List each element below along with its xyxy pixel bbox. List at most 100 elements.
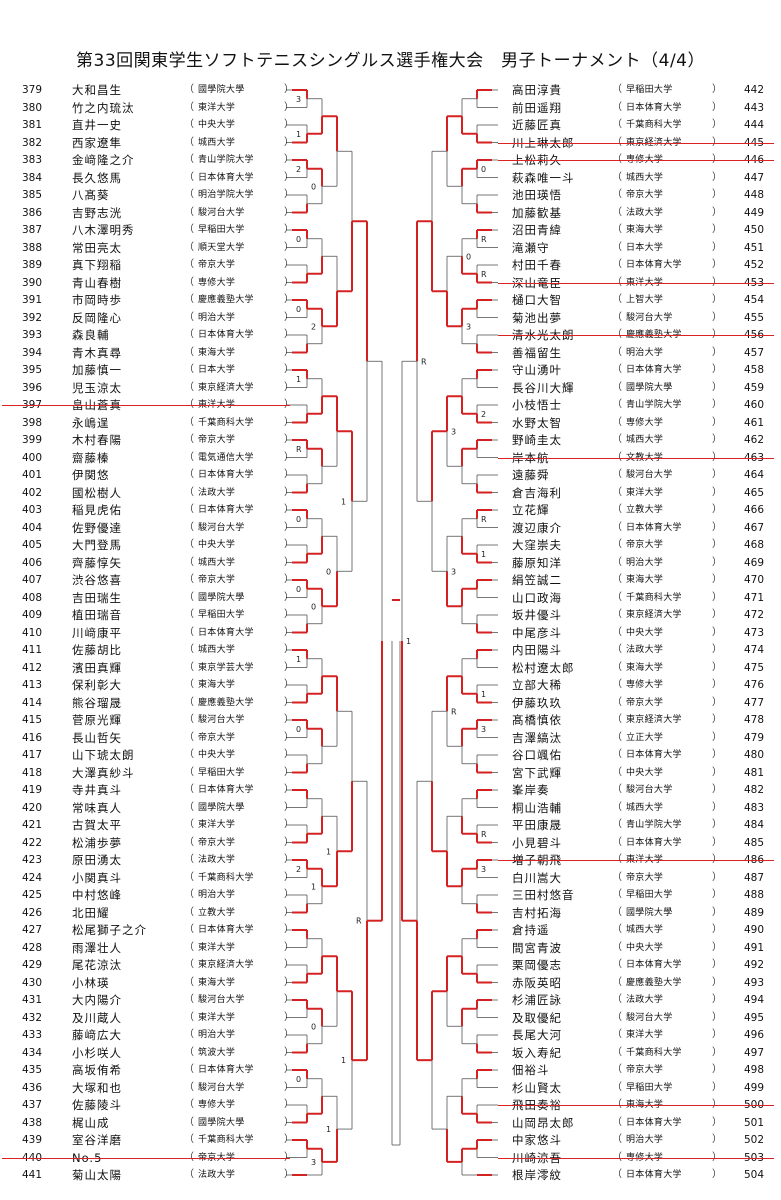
paren: （ bbox=[612, 661, 622, 673]
paren: ） bbox=[284, 329, 294, 340]
player-name: 倉吉海利 bbox=[512, 485, 562, 500]
player-name: 佐野優達 bbox=[72, 520, 122, 535]
player-number: 452 bbox=[744, 259, 765, 271]
player-name: 加藤慎一 bbox=[72, 363, 122, 377]
player-name: 菅原光輝 bbox=[72, 713, 122, 727]
player-number: 395 bbox=[22, 364, 43, 376]
player-name: 小枝悟士 bbox=[512, 398, 562, 412]
school-name: 日本体育大学 bbox=[198, 330, 254, 340]
paren: （ bbox=[184, 1134, 194, 1145]
paren: （ bbox=[612, 1064, 622, 1075]
paren: （ bbox=[184, 731, 194, 743]
school-name: 日本体育大学 bbox=[198, 1065, 254, 1075]
player-number: 478 bbox=[744, 714, 765, 726]
player-number: 430 bbox=[22, 976, 43, 989]
score-label: 1 bbox=[296, 655, 301, 664]
paren: （ bbox=[184, 364, 194, 375]
paren: ） bbox=[284, 556, 294, 568]
player-name: 植田瑞音 bbox=[72, 608, 122, 622]
school-name: 専修大学 bbox=[198, 277, 236, 288]
right-player-row: 466 立花輝 （ 立教大学 ） bbox=[0, 501, 781, 519]
school-name: 青山学院大学 bbox=[626, 400, 682, 410]
player-name: 齊藤惇矢 bbox=[72, 555, 122, 570]
player-number: 466 bbox=[744, 504, 765, 516]
paren: （ bbox=[184, 871, 194, 883]
player-name: 梶山成 bbox=[72, 1115, 110, 1130]
paren: ） bbox=[284, 731, 294, 743]
right-player-row: 465 倉吉海利 （ 東洋大学 ） bbox=[0, 484, 781, 502]
right-player-row: 455 菊池出夢 （ 駿河台大学 ） bbox=[0, 309, 781, 327]
right-player-row: 487 白川嵩大 （ 帝京大学 ） bbox=[0, 869, 781, 887]
player-number: 389 bbox=[22, 259, 43, 271]
paren: （ bbox=[184, 171, 194, 183]
player-name: 室谷洋磨 bbox=[72, 1133, 122, 1147]
school-name: 日本体育大学 bbox=[626, 960, 682, 970]
paren: （ bbox=[184, 189, 194, 200]
left-player-row: 385 八髙葵 （ 明治学院大学 ） bbox=[0, 186, 781, 204]
right-player-row: 485 小見碧斗 （ 日本体育大学 ） bbox=[0, 834, 781, 852]
paren: （ bbox=[184, 1169, 194, 1180]
player-name: 立花輝 bbox=[512, 503, 550, 517]
school-name: 國學院大學 bbox=[198, 85, 245, 95]
player-name: 松浦歩夢 bbox=[72, 835, 122, 850]
school-name: 國學院大學 bbox=[626, 907, 673, 918]
paren: ） bbox=[712, 906, 722, 918]
player-name: 大窪崇夫 bbox=[512, 538, 562, 552]
left-player-row: 403 稲見虎佑 （ 日本体育大学 ） bbox=[0, 501, 781, 519]
paren: （ bbox=[184, 154, 194, 165]
right-player-row: 478 髙橋慎依 （ 東京経済大学 ） bbox=[0, 711, 781, 729]
paren: （ bbox=[184, 836, 194, 848]
school-name: 明治大学 bbox=[198, 890, 236, 900]
paren: ） bbox=[712, 1046, 722, 1058]
school-name: 日本体育大学 bbox=[198, 627, 254, 638]
player-number: 470 bbox=[744, 574, 765, 586]
school-name: 東京経済大学 bbox=[198, 382, 254, 393]
school-name: 國學院大學 bbox=[198, 1117, 245, 1128]
paren: （ bbox=[184, 416, 194, 428]
paren: ） bbox=[284, 941, 294, 953]
school-name: 千葉商科大学 bbox=[626, 1047, 682, 1058]
paren: （ bbox=[612, 626, 622, 638]
paren: ） bbox=[712, 1029, 722, 1040]
school-name: 明治大学 bbox=[626, 1135, 664, 1145]
school-name: 法政大学 bbox=[626, 207, 664, 218]
player-name: 森良輔 bbox=[72, 328, 110, 342]
school-name: 東洋大学 bbox=[198, 820, 236, 830]
score-label: 3 bbox=[311, 1158, 316, 1167]
school-name: 帝京大学 bbox=[198, 260, 236, 270]
school-name: 青山学院大学 bbox=[626, 820, 682, 830]
player-name: 立部大稀 bbox=[512, 678, 562, 692]
player-name: 滝瀬守 bbox=[512, 240, 550, 255]
player-number: 476 bbox=[744, 679, 765, 691]
player-name: 吉野志洸 bbox=[72, 205, 122, 220]
player-name: 國松樹人 bbox=[72, 485, 122, 500]
paren: ） bbox=[712, 259, 722, 270]
player-number: 433 bbox=[22, 1029, 43, 1041]
paren: ） bbox=[284, 1029, 294, 1040]
right-player-row: 495 及取優紀 （ 駿河台大学 ） bbox=[0, 1009, 781, 1027]
player-name: 大澤真紗斗 bbox=[72, 765, 135, 780]
school-name: 日本大学 bbox=[626, 242, 664, 253]
player-name: 谷口颯佑 bbox=[512, 748, 562, 762]
paren: ） bbox=[712, 326, 722, 344]
paren: （ bbox=[184, 241, 194, 253]
paren: （ bbox=[612, 644, 622, 655]
player-name: 池田瑛悟 bbox=[512, 188, 562, 202]
player-number: 379 bbox=[22, 84, 43, 96]
paren: ） bbox=[712, 784, 722, 795]
player-name: 善福留生 bbox=[512, 345, 562, 360]
paren: ） bbox=[284, 749, 294, 760]
player-name: 樋口大智 bbox=[512, 293, 562, 307]
school-name: 慶應義塾大学 bbox=[626, 977, 682, 988]
player-name: 山岡昂太郎 bbox=[512, 1115, 575, 1130]
player-name: 保利彰大 bbox=[72, 678, 122, 692]
left-player-row: 395 加藤慎一 （ 日本大学 ） bbox=[0, 361, 781, 379]
score-label: 0 bbox=[296, 235, 301, 244]
school-name: 東京経済大学 bbox=[198, 960, 254, 970]
paren: ） bbox=[284, 416, 294, 428]
paren: ） bbox=[712, 434, 722, 445]
right-player-row: 498 佃裕斗 （ 帝京大学 ） bbox=[0, 1061, 781, 1079]
paren: ） bbox=[712, 224, 722, 235]
school-name: 立教大学 bbox=[198, 907, 236, 918]
paren: ） bbox=[284, 1169, 294, 1180]
